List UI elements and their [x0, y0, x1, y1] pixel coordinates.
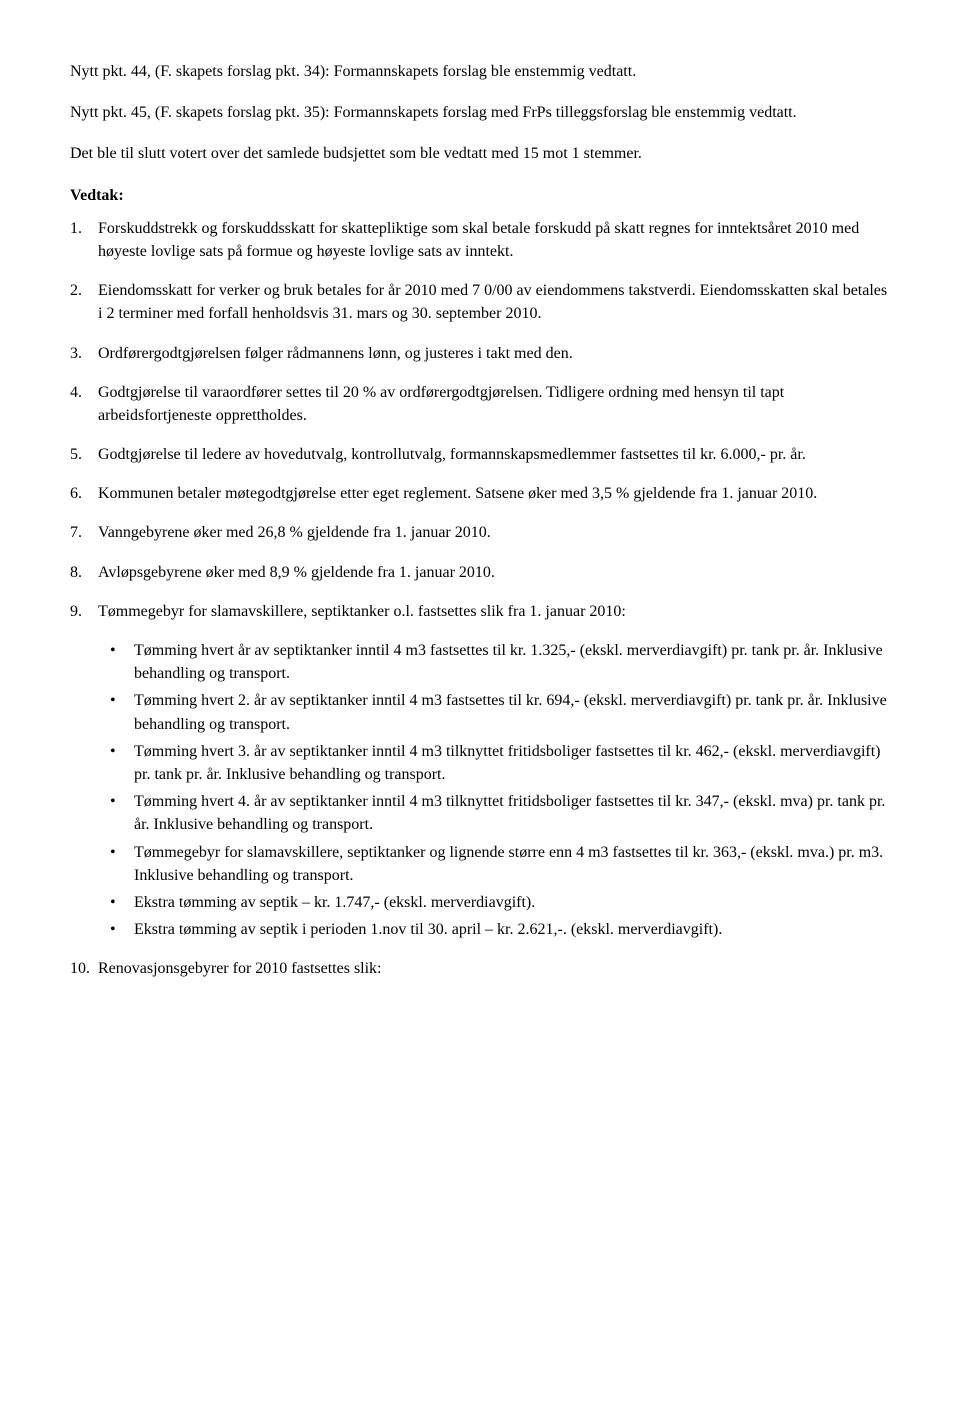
list-text: Vanngebyrene øker med 26,8 % gjeldende f…: [98, 521, 890, 544]
list-item: 2. Eiendomsskatt for verker og bruk beta…: [70, 279, 890, 325]
list-item: 8. Avløpsgebyrene øker med 8,9 % gjelden…: [70, 561, 890, 584]
list-number: 3.: [70, 342, 98, 365]
list-number: 7.: [70, 521, 98, 544]
bullet-item: Ekstra tømming av septik – kr. 1.747,- (…: [110, 891, 890, 914]
list-text: Ordførergodtgjørelsen følger rådmannens …: [98, 342, 890, 365]
list-item: 10. Renovasjonsgebyrer for 2010 fastsett…: [70, 957, 890, 980]
list-number: 6.: [70, 482, 98, 505]
list-number: 8.: [70, 561, 98, 584]
intro-paragraph-3: Det ble til slutt votert over det samled…: [70, 142, 890, 165]
list-text: Eiendomsskatt for verker og bruk betales…: [98, 279, 890, 325]
list-text: Godtgjørelse til varaordfører settes til…: [98, 381, 890, 427]
list-number: 10.: [70, 957, 98, 980]
list-text: Tømmegebyr for slamavskillere, septiktan…: [98, 600, 890, 623]
list-item: 7. Vanngebyrene øker med 26,8 % gjeldend…: [70, 521, 890, 544]
list-item: 6. Kommunen betaler møtegodtgjørelse ett…: [70, 482, 890, 505]
bullet-list: Tømming hvert år av septiktanker inntil …: [70, 639, 890, 941]
list-number: 4.: [70, 381, 98, 427]
list-text: Avløpsgebyrene øker med 8,9 % gjeldende …: [98, 561, 890, 584]
list-item: 5. Godtgjørelse til ledere av hovedutval…: [70, 443, 890, 466]
list-number: 1.: [70, 217, 98, 263]
list-item: 3. Ordførergodtgjørelsen følger rådmanne…: [70, 342, 890, 365]
intro-paragraph-1: Nytt pkt. 44, (F. skapets forslag pkt. 3…: [70, 60, 890, 83]
bullet-item: Ekstra tømming av septik i perioden 1.no…: [110, 918, 890, 941]
bullet-item: Tømming hvert 2. år av septiktanker innt…: [110, 689, 890, 735]
vedtak-list-continued: 10. Renovasjonsgebyrer for 2010 fastsett…: [70, 957, 890, 980]
bullet-item: Tømming hvert år av septiktanker inntil …: [110, 639, 890, 685]
list-number: 9.: [70, 600, 98, 623]
bullet-item: Tømming hvert 3. år av septiktanker innt…: [110, 740, 890, 786]
bullet-item: Tømming hvert 4. år av septiktanker innt…: [110, 790, 890, 836]
bullet-item: Tømmegebyr for slamavskillere, septiktan…: [110, 841, 890, 887]
list-text: Forskuddstrekk og forskuddsskatt for ska…: [98, 217, 890, 263]
list-text: Renovasjonsgebyrer for 2010 fastsettes s…: [98, 957, 890, 980]
list-text: Kommunen betaler møtegodtgjørelse etter …: [98, 482, 890, 505]
list-text: Godtgjørelse til ledere av hovedutvalg, …: [98, 443, 890, 466]
vedtak-list: 1. Forskuddstrekk og forskuddsskatt for …: [70, 217, 890, 623]
list-item: 4. Godtgjørelse til varaordfører settes …: [70, 381, 890, 427]
list-number: 2.: [70, 279, 98, 325]
vedtak-heading: Vedtak:: [70, 184, 890, 207]
list-item: 1. Forskuddstrekk og forskuddsskatt for …: [70, 217, 890, 263]
intro-paragraph-2: Nytt pkt. 45, (F. skapets forslag pkt. 3…: [70, 101, 890, 124]
list-number: 5.: [70, 443, 98, 466]
list-item: 9. Tømmegebyr for slamavskillere, septik…: [70, 600, 890, 623]
